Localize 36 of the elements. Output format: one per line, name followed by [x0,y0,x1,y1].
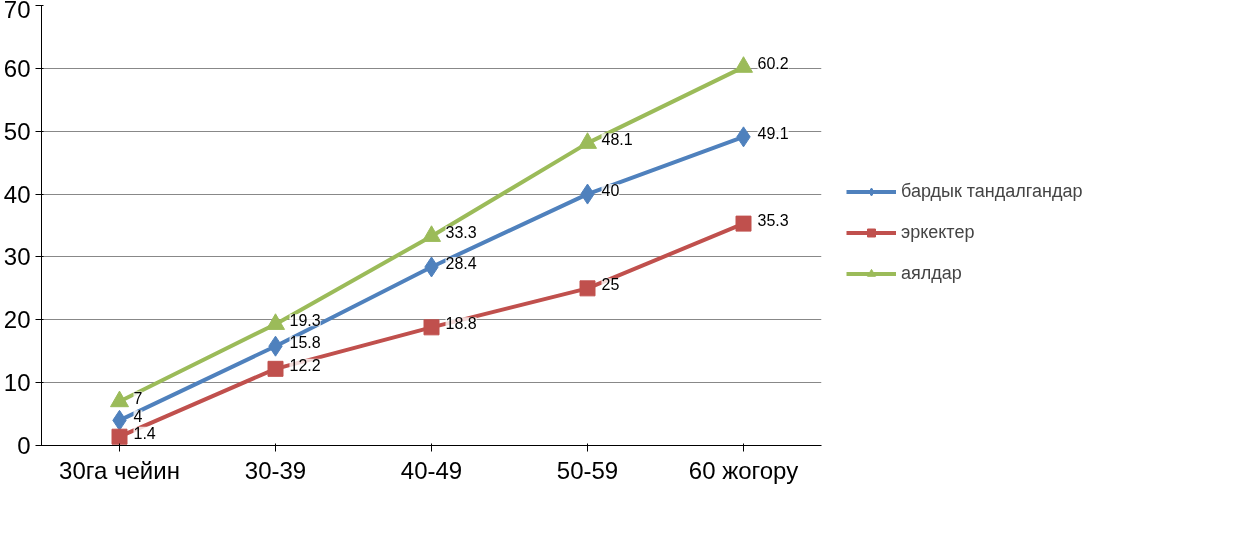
point [267,360,284,377]
legend-label: бардык тандалгандар [901,180,1083,202]
data-label: 12.2 [289,356,321,374]
data-label: 18.8 [445,315,477,333]
data-label: 33.3 [445,224,477,242]
x-tick-label: 30га чейин [59,456,180,484]
data-label: 15.8 [289,334,321,352]
y-tick-label: 0 [17,432,31,459]
y-tick-label: 30 [3,243,31,271]
y-tick-label: 10 [3,369,31,397]
data-label: 48.1 [601,131,633,149]
point [111,428,128,445]
y-tick-label: 50 [3,117,31,145]
x-tick-label: 40-49 [400,456,463,484]
data-label: 49.1 [757,124,789,142]
x-tick-label: 30-39 [244,456,307,484]
point [735,215,752,232]
y-tick-label: 20 [3,306,31,334]
data-label: 1.4 [133,424,156,442]
y-tick-label: 40 [3,180,31,208]
legend-label: эркектер [901,221,975,243]
data-label: 28.4 [445,254,477,272]
data-label: 35.3 [757,211,789,229]
data-label: 7 [133,389,143,407]
legend-label: аялдар [901,262,962,284]
y-tick-label: 60 [3,54,31,82]
data-label: 60.2 [757,55,789,73]
data-label: 19.3 [289,312,321,330]
x-tick-label: 50-59 [556,456,619,484]
data-label: 40 [601,182,620,200]
point [423,319,440,336]
y-tick-label: 70 [3,0,31,23]
data-label: 25 [601,276,620,294]
point [579,280,596,297]
data-label: 4 [133,408,143,426]
x-tick-label: 60 жогору [688,456,799,484]
